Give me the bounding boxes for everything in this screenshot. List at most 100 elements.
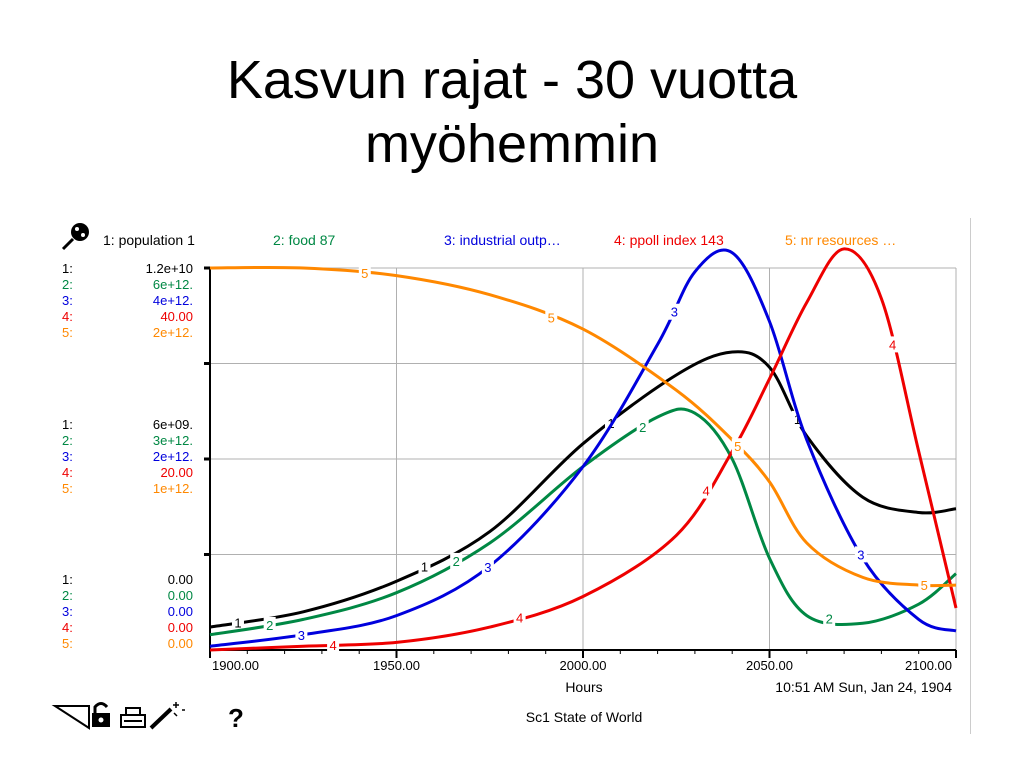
series-marker-4: 4 [329, 638, 336, 653]
scale-value: 0.00 [168, 636, 193, 651]
series-marker-4: 4 [702, 484, 709, 499]
series-marker-bg [823, 610, 836, 627]
series-marker-bg [886, 336, 899, 353]
y-axis-ticks [204, 266, 211, 556]
series-line-5 [209, 265, 957, 588]
series-line-2 [209, 407, 957, 637]
series-marker-2: 2 [453, 554, 460, 569]
scale-value: 40.00 [160, 309, 193, 324]
triangle-tool-icon[interactable] [51, 705, 90, 730]
slide-title: Kasvun rajat - 30 vuotta myöhemmin [0, 48, 1024, 176]
scale-value: 6e+09. [153, 417, 193, 432]
scale-label: 5: [62, 481, 73, 496]
scale-label: 3: [62, 449, 73, 464]
series-marker-2: 2 [826, 612, 833, 627]
scale-label: 2: [62, 433, 73, 448]
legend-item-industrial-output: 3: industrial outp… [444, 232, 561, 248]
series-marker-bg [731, 438, 744, 455]
lock-icon[interactable] [92, 702, 110, 728]
scale-value: 0.00 [168, 588, 193, 603]
help-button[interactable]: ? [228, 703, 244, 733]
scale-label: 4: [62, 465, 73, 480]
series-line-3 [209, 248, 957, 648]
panel-edge [970, 218, 971, 734]
series-marker-1: 1 [794, 412, 801, 427]
series-marker-5: 5 [361, 266, 368, 281]
scale-label: 4: [62, 309, 73, 324]
series-marker-3: 3 [857, 547, 864, 562]
series-marker-3: 3 [671, 305, 678, 320]
series-marker-bg [358, 265, 371, 282]
series-line-1 [209, 350, 957, 629]
scale-value: 3e+12. [153, 433, 193, 448]
series-marker-bg [854, 546, 867, 563]
series-marker-5: 5 [734, 439, 741, 454]
series-marker-bg [418, 558, 431, 575]
scale-label: 5: [62, 325, 73, 340]
scale-label: 5: [62, 636, 73, 651]
scale-label: 2: [62, 277, 73, 292]
scale-block-bottom: 1: 0.00 2: 0.00 3: 0.00 4: 0.00 5: 0.00 [62, 572, 193, 651]
series-marker-bg [668, 303, 681, 320]
x-axis-ticks: 1900.00 1950.00 2000.00 2050.00 2100.00 [209, 650, 957, 673]
x-tick-label: 1900.00 [212, 658, 259, 673]
scale-value: 1.2e+10 [146, 261, 193, 276]
series-marker-5: 5 [921, 578, 928, 593]
legend-item-population: 1: population 1 [103, 232, 195, 248]
scale-label: 3: [62, 604, 73, 619]
series-marker-bg [450, 552, 463, 569]
scale-value: 1e+12. [153, 481, 193, 496]
scale-value: 0.00 [168, 604, 193, 619]
series-marker-bg [700, 482, 713, 499]
scale-label: 2: [62, 588, 73, 603]
scale-value: 4e+12. [153, 293, 193, 308]
series-marker-4: 4 [889, 337, 896, 352]
series-marker-bg [545, 309, 558, 326]
slide-title-line-2: myöhemmin [364, 114, 660, 174]
x-tick-label: 2000.00 [560, 658, 607, 673]
series-marker-2: 2 [266, 618, 273, 633]
series-marker-bg [481, 558, 494, 575]
scale-value: 2e+12. [153, 449, 193, 464]
series-marker-bg [231, 614, 244, 631]
scale-value: 2e+12. [153, 325, 193, 340]
series-marker-5: 5 [548, 310, 555, 325]
magic-wand-icon[interactable] [149, 702, 185, 730]
legend-item-ppoll-index: 4: ppoll index 143 [614, 232, 724, 248]
scale-label: 4: [62, 620, 73, 635]
slide-title-line-1: Kasvun rajat - 30 vuotta [226, 50, 798, 110]
page-name: Sc1 State of World [526, 709, 642, 725]
x-tick-label: 2100.00 [905, 658, 952, 673]
x-axis-unit: Hours [565, 679, 602, 695]
legend-item-nr-resources: 5: nr resources … [785, 232, 896, 248]
scale-label: 1: [62, 417, 73, 432]
series-marker-4: 4 [516, 610, 523, 625]
timestamp: 10:51 AM Sun, Jan 24, 1904 [775, 679, 952, 695]
series-marker-bg [327, 636, 340, 653]
series-marker-1: 1 [421, 559, 428, 574]
scale-value: 0.00 [168, 620, 193, 635]
scale-block-middle: 1: 6e+09. 2: 3e+12. 3: 2e+12. 4: 20.00 5… [62, 417, 193, 496]
scale-value: 20.00 [160, 465, 193, 480]
graph-pad-icon[interactable] [61, 223, 89, 251]
scale-value: 6e+12. [153, 277, 193, 292]
series-marker-3: 3 [484, 560, 491, 575]
series-marker-bg [918, 577, 931, 594]
legend-item-food: 2: food 87 [273, 232, 335, 248]
series-marker-3: 3 [298, 628, 305, 643]
scale-label: 3: [62, 293, 73, 308]
x-tick-label: 1950.00 [373, 658, 420, 673]
series-marker-bg [636, 418, 649, 435]
print-icon[interactable] [120, 707, 146, 728]
series-marker-bg [295, 626, 308, 643]
series-marker-bg [513, 609, 526, 626]
x-tick-label: 2050.00 [746, 658, 793, 673]
series-marker-bg [263, 616, 276, 633]
scale-block-top: 1: 1.2e+10 2: 6e+12. 3: 4e+12. 4: 40.00 … [62, 261, 193, 340]
scale-label: 1: [62, 261, 73, 276]
plot-grid [210, 267, 957, 650]
series-marker-1: 1 [234, 615, 241, 630]
